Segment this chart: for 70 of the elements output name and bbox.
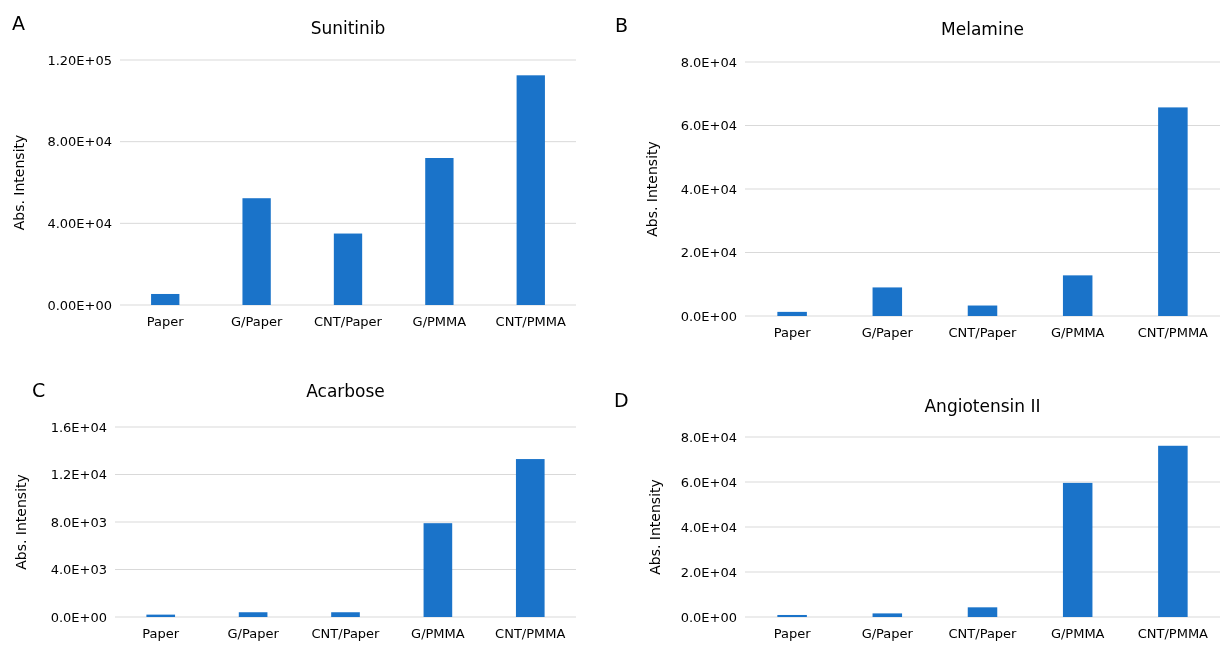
x-tick-label: CNT/PMMA [495, 314, 567, 329]
bar [777, 614, 807, 617]
y-tick-label: 6.0E+04 [680, 118, 737, 134]
x-tick-label: Paper [773, 626, 812, 641]
x-tick-label: CNT/PMMA [1137, 626, 1209, 641]
bar [242, 198, 271, 305]
x-tick-label: CNT/PMMA [495, 626, 566, 641]
x-tick-label: G/PMMA [411, 626, 465, 641]
y-tick-label: 0.00E+00 [47, 297, 112, 313]
x-tick-label: CNT/Paper [948, 325, 1018, 340]
bar [872, 613, 903, 617]
chart-title: Angiotensin II [924, 396, 1041, 416]
x-tick-label: CNT/Paper [311, 626, 381, 641]
x-tick-label: G/Paper [227, 626, 280, 641]
x-tick-label: CNT/Paper [948, 626, 1018, 641]
x-tick-label: G/PMMA [1050, 325, 1105, 340]
bar [777, 311, 807, 316]
x-tick-label: G/PMMA [1050, 626, 1105, 641]
bar [516, 75, 545, 305]
x-tick-label: G/Paper [230, 314, 283, 329]
bar [872, 287, 903, 316]
y-tick-label: 6.0E+04 [680, 474, 737, 490]
bar [151, 293, 180, 305]
text: D [614, 389, 629, 411]
chart-title: Sunitinib [310, 18, 386, 38]
x-tick-label: Paper [146, 314, 185, 329]
bar [967, 607, 998, 617]
bar [333, 233, 363, 305]
chart-title: Melamine [941, 19, 1024, 39]
text: A [12, 12, 25, 34]
text: C [32, 379, 46, 401]
bar [1062, 275, 1093, 316]
y-axis-title: Abs. Intensity [13, 474, 29, 570]
bar [423, 523, 453, 617]
y-tick-label: 2.0E+04 [680, 564, 737, 580]
bar [238, 612, 268, 617]
y-tick-label: 8.0E+04 [680, 54, 737, 70]
y-tick-label: 1.20E+05 [47, 52, 112, 68]
bar [425, 158, 454, 305]
bar [1062, 482, 1093, 617]
y-tick-label: 8.0E+04 [680, 429, 737, 445]
y-tick-label: 0.0E+00 [680, 308, 737, 324]
chart-title: Acarbose [306, 381, 385, 401]
x-tick-label: G/Paper [861, 325, 914, 340]
y-tick-label: 4.0E+03 [50, 562, 107, 578]
y-tick-label: 1.2E+04 [50, 467, 107, 483]
text: B [615, 14, 629, 36]
y-tick-label: 8.00E+04 [47, 134, 112, 150]
bar [331, 612, 360, 617]
bar [1158, 445, 1188, 617]
y-tick-label: 0.0E+00 [50, 609, 107, 625]
y-tick-label: 2.0E+04 [680, 245, 737, 261]
x-tick-label: G/PMMA [412, 314, 467, 329]
y-tick-label: 0.0E+00 [680, 609, 737, 625]
y-tick-label: 1.6E+04 [50, 419, 107, 435]
x-tick-label: CNT/PMMA [1137, 325, 1209, 340]
bar [515, 459, 545, 617]
bar [1158, 107, 1188, 316]
y-axis-title: Abs. Intensity [647, 479, 663, 575]
y-tick-label: 4.0E+04 [680, 519, 737, 535]
x-tick-label: Paper [142, 626, 180, 641]
y-tick-label: 8.0E+03 [50, 514, 107, 530]
y-axis-title: Abs. Intensity [644, 141, 660, 237]
x-tick-label: CNT/Paper [314, 314, 383, 329]
x-tick-label: G/Paper [861, 626, 914, 641]
x-tick-label: Paper [773, 325, 812, 340]
y-axis-title: Abs. Intensity [11, 134, 27, 231]
y-tick-label: 4.00E+04 [47, 215, 112, 231]
y-tick-label: 4.0E+04 [680, 181, 737, 197]
bar [967, 305, 998, 316]
